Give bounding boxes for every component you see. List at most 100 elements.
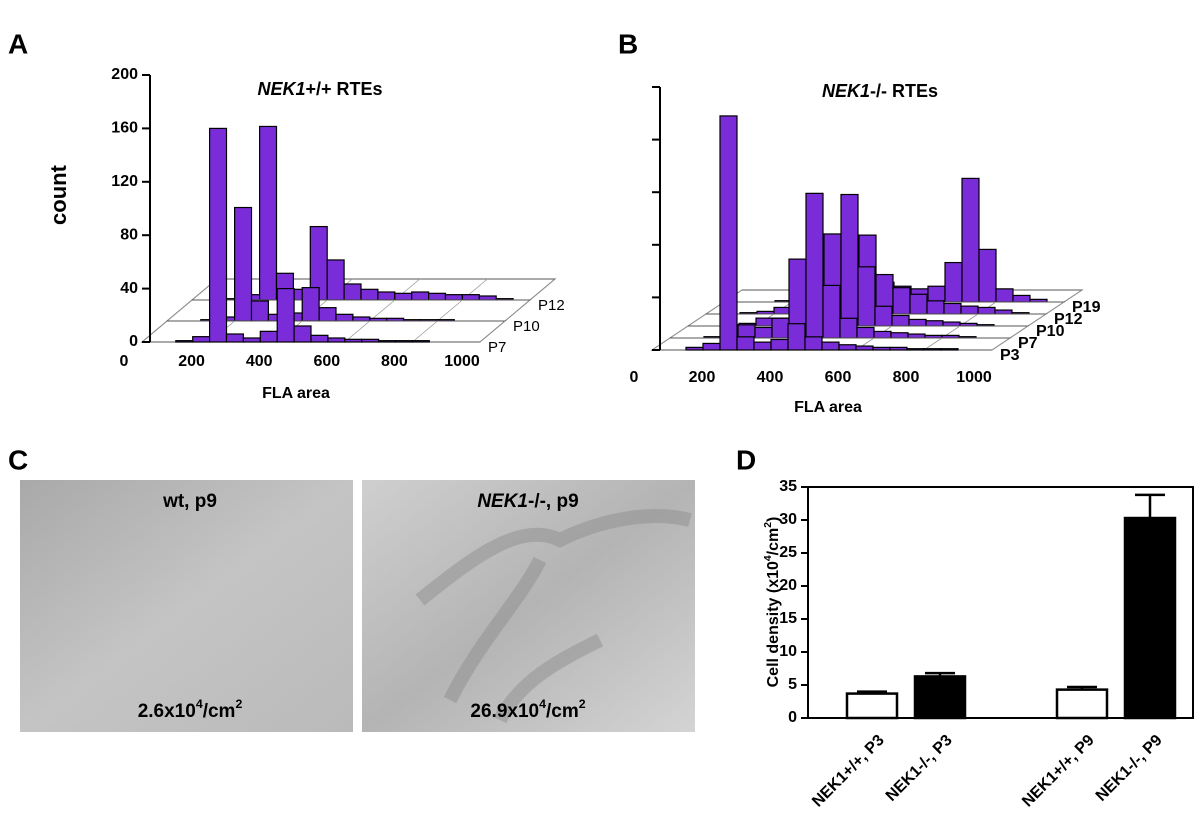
- y-tick-label: 30: [779, 511, 797, 528]
- text-part: Cell density (x10: [765, 561, 782, 687]
- histogram-bar: [1012, 294, 1031, 303]
- floor-grid: [1027, 313, 1047, 327]
- histogram-bar: [736, 336, 755, 351]
- x-tick-label: 1000: [444, 353, 480, 370]
- histogram-bar: [771, 317, 790, 339]
- histogram-bar: [838, 344, 857, 351]
- histogram-bar: [943, 302, 962, 315]
- histogram-bar: [344, 338, 363, 343]
- histogram-bar: [192, 336, 211, 343]
- x-tick-label: 600: [825, 369, 852, 386]
- histogram-bar: [461, 294, 480, 301]
- x-tick-label: NEK1+/+, P3: [809, 732, 888, 811]
- text-part: 2: [235, 697, 242, 711]
- histogram-bar: [394, 340, 413, 343]
- histogram-bar: [327, 337, 346, 343]
- text-part: /cm: [546, 701, 579, 722]
- text-part: NEK1: [477, 491, 528, 512]
- histogram-bar: [787, 323, 806, 351]
- bar: [1123, 516, 1177, 720]
- y-tick-label: 120: [111, 173, 138, 190]
- histogram-bar: [857, 266, 876, 327]
- bar: [845, 692, 899, 720]
- series-label: P7: [1018, 335, 1038, 352]
- text-part: 4: [196, 697, 203, 711]
- x-tick-label: NEK1-/-, P9: [1093, 732, 1166, 805]
- histogram-bar: [770, 338, 789, 351]
- floor-grid: [479, 320, 506, 343]
- floor-grid: [1063, 289, 1083, 303]
- series-label: P10: [1036, 323, 1065, 340]
- text-part: NEK1: [257, 79, 305, 99]
- histogram-bar: [753, 341, 772, 351]
- x-tick-label: 0: [120, 353, 129, 370]
- plot-frame: [807, 486, 1194, 719]
- histogram-bar: [301, 287, 320, 322]
- histogram-bar: [908, 318, 927, 327]
- x-tick-label: NEK1+/+, P9: [1019, 732, 1098, 811]
- text-part: 2.6x10: [138, 701, 196, 722]
- y-tick-label: 5: [788, 676, 797, 693]
- histogram-bar: [978, 248, 997, 303]
- histogram-bar: [719, 115, 738, 351]
- histogram-bar: [839, 317, 858, 339]
- series-label: P12: [538, 297, 565, 314]
- histogram-bar: [259, 125, 278, 301]
- histogram-bar: [318, 307, 337, 322]
- histogram-bar: [856, 326, 875, 339]
- bar: [1055, 688, 1109, 720]
- text-part: /cm: [203, 701, 236, 722]
- histogram-bar: [352, 316, 371, 322]
- floor-grid: [529, 278, 556, 301]
- floor-grid: [437, 299, 463, 322]
- floor-grid: [412, 320, 438, 343]
- histogram-bar: [702, 342, 721, 351]
- text-part: -/-, p9: [528, 491, 579, 512]
- x-tick-label: 600: [313, 353, 340, 370]
- y-tick-label: 160: [111, 120, 138, 137]
- histogram-bar: [343, 283, 362, 301]
- photo-nek1: [362, 480, 695, 732]
- histogram-bar: [394, 292, 413, 301]
- x-tick-label: 800: [893, 369, 920, 386]
- photo-label: wt, p9: [162, 491, 217, 512]
- floor-grid: [1009, 325, 1029, 339]
- panel-label: D: [736, 444, 756, 475]
- y-tick-label: 80: [120, 226, 138, 243]
- histogram-bar: [378, 340, 397, 343]
- histogram-bar: [428, 292, 447, 301]
- photo-density: 2.6x104/cm2: [138, 697, 243, 722]
- y-axis-label: count: [46, 164, 71, 225]
- series-label: P3: [1000, 347, 1020, 364]
- floor-grid: [1045, 301, 1065, 315]
- chart-title: NEK1-/- RTEs: [822, 81, 938, 101]
- floor-grid: [504, 299, 531, 322]
- y-tick-label: 0: [788, 709, 797, 726]
- floor-grid: [669, 325, 689, 339]
- x-tick-label: NEK1-/-, P3: [883, 732, 956, 805]
- histogram-bar: [927, 285, 946, 303]
- histogram-bar: [874, 305, 893, 327]
- x-tick-label: 800: [381, 353, 408, 370]
- histogram-bar: [755, 317, 774, 327]
- histogram-bar: [890, 332, 909, 339]
- histogram-bar: [942, 321, 961, 327]
- floor-grid: [344, 320, 371, 343]
- y-tick-label: 25: [779, 544, 797, 561]
- text-part: /cm: [765, 528, 782, 556]
- histogram-bar: [907, 333, 926, 339]
- y-tick-label: 35: [779, 478, 797, 495]
- histogram-bar: [242, 337, 261, 343]
- x-tick-label: 400: [246, 353, 273, 370]
- panel-label: C: [8, 444, 28, 475]
- panel-label: B: [618, 28, 638, 59]
- x-tick-label: 400: [757, 369, 784, 386]
- y-tick-label: 0: [129, 333, 138, 350]
- y-tick-label: 20: [779, 577, 797, 594]
- histogram-bar: [872, 346, 891, 351]
- floor-grid: [687, 313, 707, 327]
- histogram-bar: [822, 284, 841, 339]
- text-part: 4: [539, 697, 546, 711]
- histogram-bar: [925, 320, 944, 327]
